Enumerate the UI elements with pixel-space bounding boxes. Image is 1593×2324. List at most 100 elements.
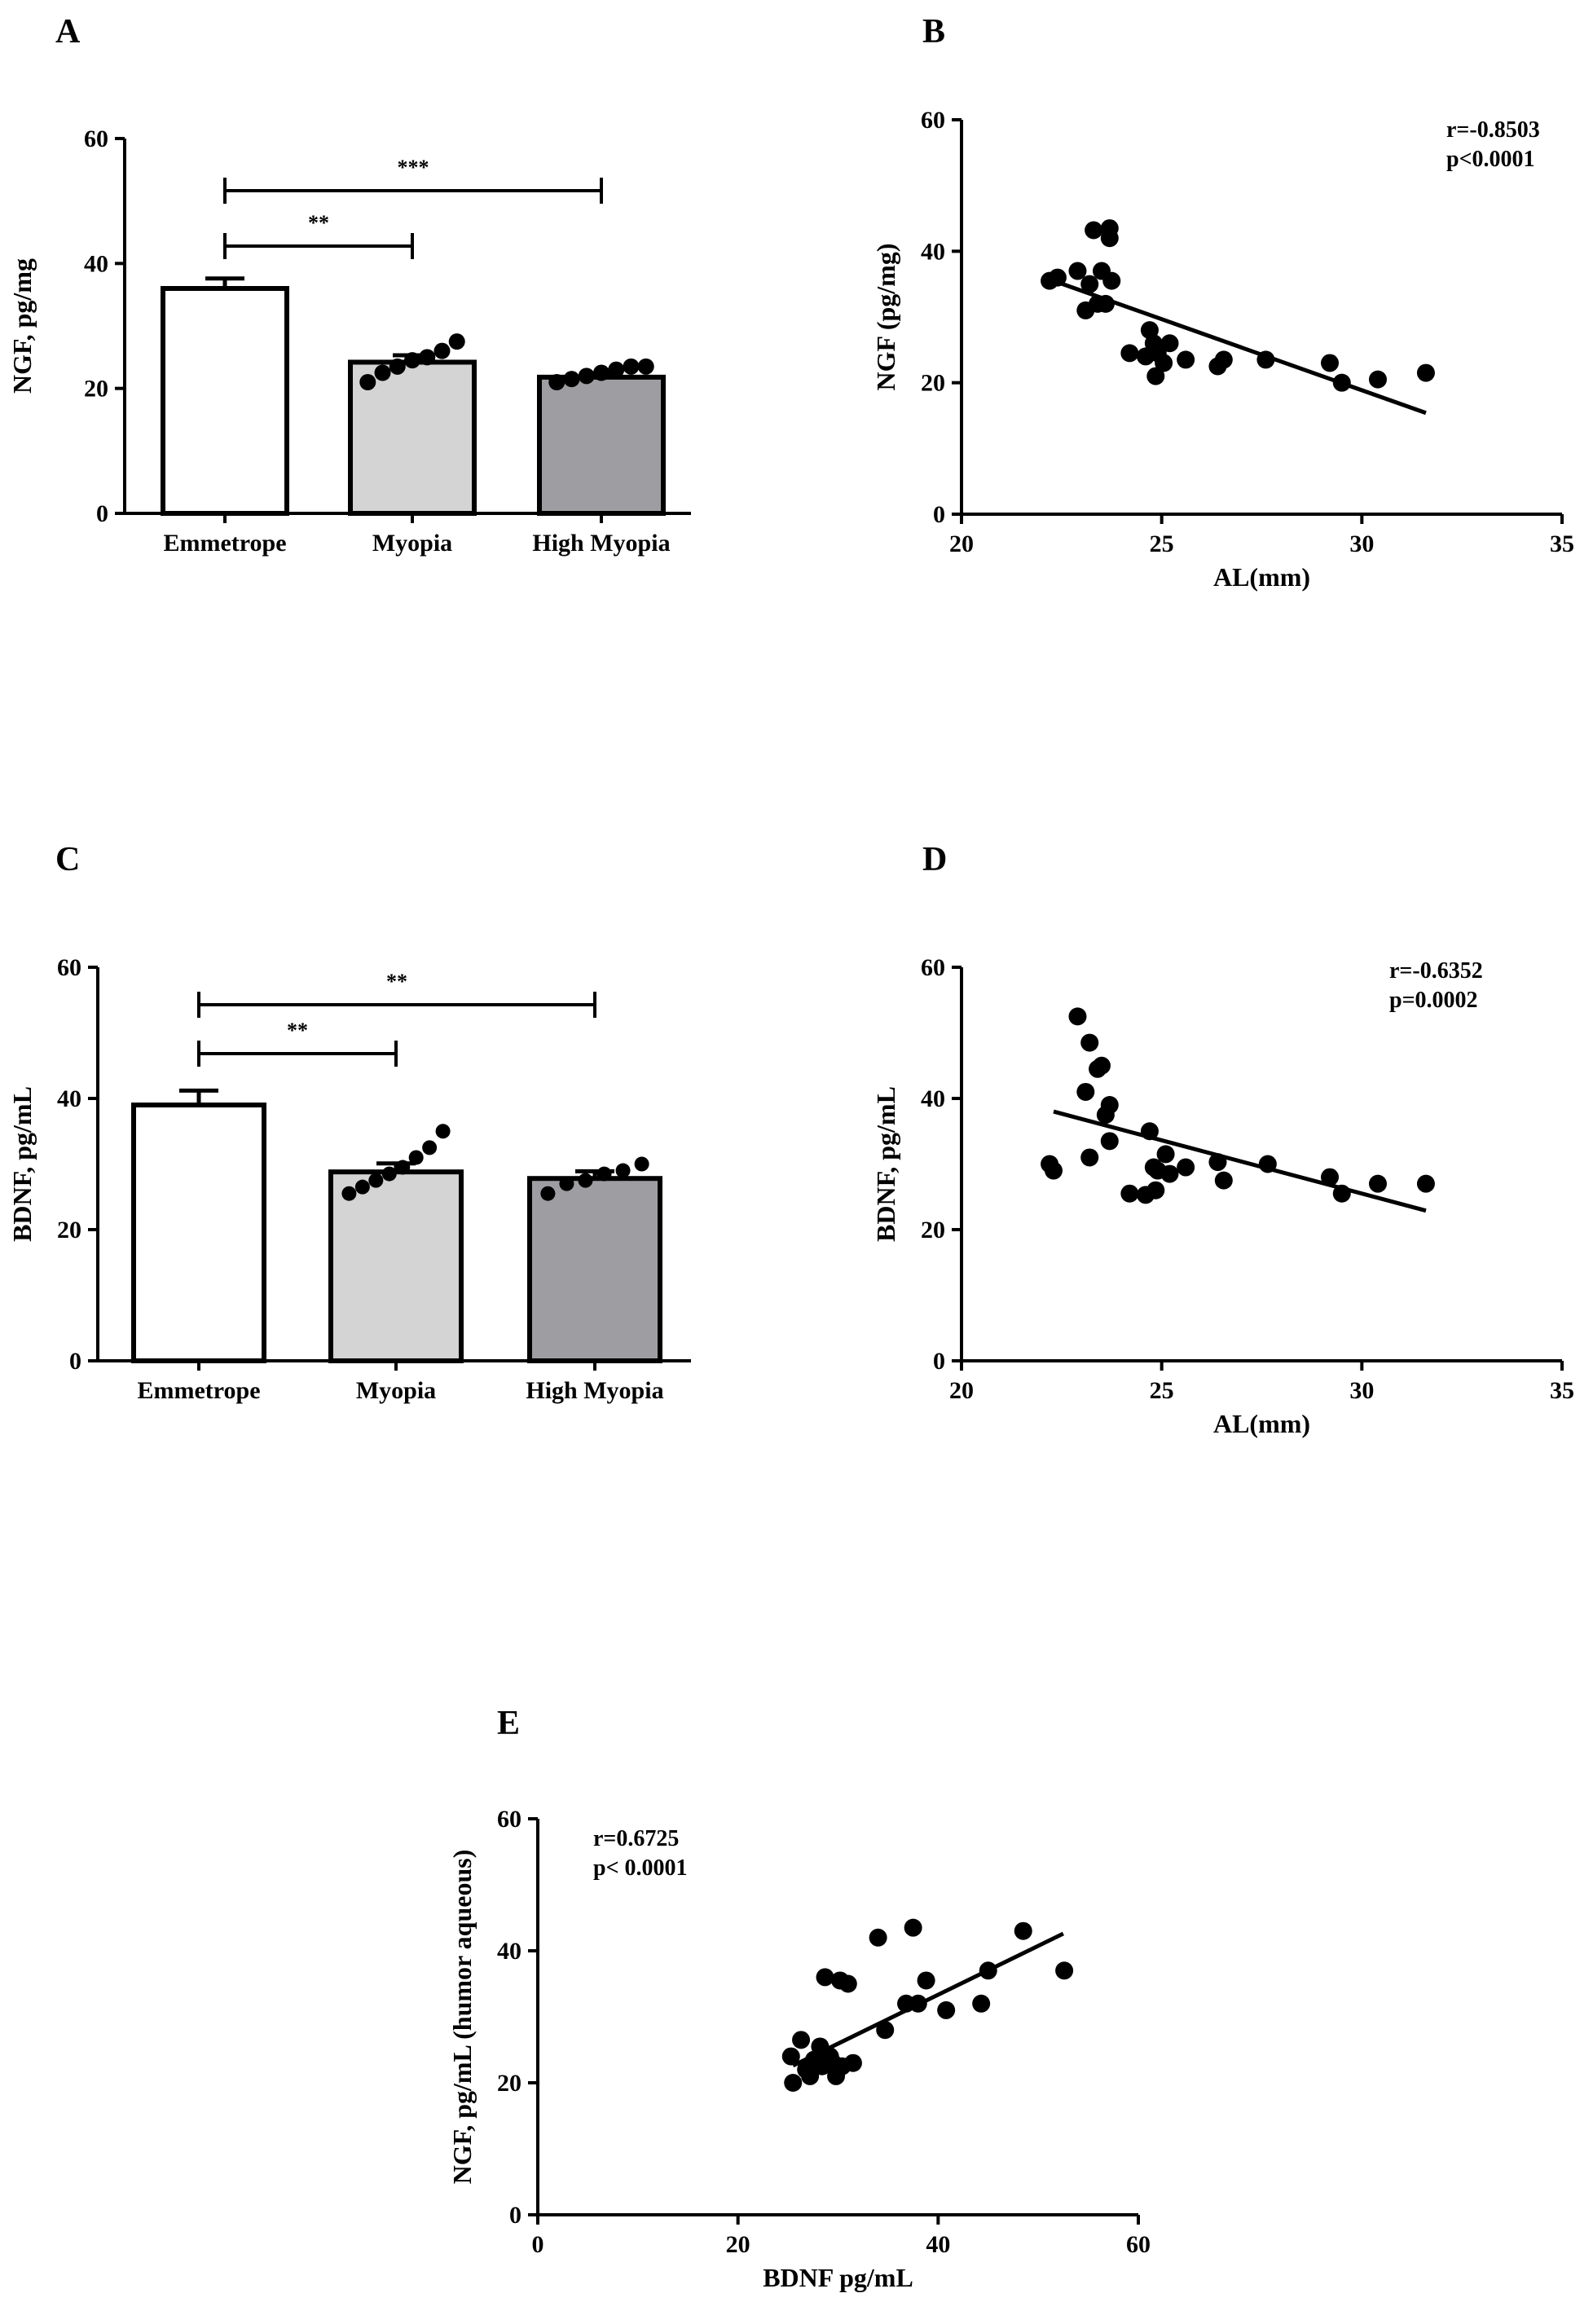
y-tick-label: 20 <box>57 1217 81 1243</box>
data-point <box>341 1186 357 1201</box>
data-point <box>559 1176 574 1191</box>
data-point <box>408 1150 424 1165</box>
regression-line <box>1053 279 1427 416</box>
data-point <box>1076 1082 1095 1101</box>
data-point <box>838 1974 857 1993</box>
correlation-stat: p<0.0001 <box>1446 147 1535 172</box>
data-point <box>593 364 609 381</box>
data-point <box>1080 275 1099 293</box>
panel-letter-e: E <box>497 1705 520 1742</box>
y-tick-label: 20 <box>84 376 108 403</box>
data-point <box>433 342 451 359</box>
data-point <box>608 361 625 378</box>
data-point <box>1092 1056 1111 1075</box>
y-tick-label: 40 <box>497 1938 521 1965</box>
panel-a-bar-chart: 0 20 40 60 NGF, pg/mg Emmetrope Myopia High Myo… <box>7 125 691 557</box>
y-tick-label: 0 <box>69 1348 81 1375</box>
data-point <box>1214 1171 1233 1190</box>
bar-emmetrope <box>131 1103 266 1364</box>
significance-label: ** <box>308 211 329 235</box>
correlation-stat: p< 0.0001 <box>593 1855 688 1881</box>
significance-label: ** <box>287 1019 308 1042</box>
x-tick-label: Myopia <box>372 530 452 557</box>
y-tick-label: 60 <box>921 954 945 981</box>
y-tick-label: 60 <box>84 125 108 152</box>
bar-emmetrope <box>161 286 289 516</box>
x-tick-label: 0 <box>532 2231 544 2258</box>
x-tick-label: 40 <box>926 2231 950 2258</box>
regression-line <box>792 1931 1064 2068</box>
data-point <box>781 2047 800 2066</box>
data-point <box>389 358 406 375</box>
data-point <box>1068 1007 1087 1026</box>
data-point <box>1368 370 1387 389</box>
x-tick-label: 35 <box>1550 530 1574 557</box>
x-axis-label: AL(mm) <box>1213 562 1310 592</box>
data-point <box>1080 1148 1099 1167</box>
correlation-stat: p=0.0002 <box>1389 988 1478 1013</box>
data-point <box>578 1173 593 1188</box>
data-point <box>1416 363 1435 382</box>
panel-letter-c: C <box>55 841 80 878</box>
y-tick-label: 40 <box>921 238 945 265</box>
data-point <box>623 358 640 375</box>
data-point <box>1045 1161 1063 1180</box>
correlation-stat: r=0.6725 <box>593 1826 679 1851</box>
data-point <box>904 1918 922 1937</box>
data-point <box>1416 1174 1435 1193</box>
x-tick-label: 30 <box>1349 1377 1374 1404</box>
x-tick-label: Emmetrope <box>137 1377 260 1404</box>
data-point <box>1368 1174 1387 1193</box>
x-tick-label: 25 <box>1150 530 1174 557</box>
data-point <box>784 2074 803 2092</box>
y-tick-label: 60 <box>57 954 81 981</box>
data-point <box>578 368 595 385</box>
x-tick-label: 35 <box>1550 1377 1574 1404</box>
data-point <box>1120 1184 1139 1203</box>
y-tick-label: 20 <box>921 370 945 397</box>
x-axis-label: BDNF pg/mL <box>763 2263 913 2292</box>
significance-label: ** <box>386 970 407 993</box>
data-point <box>1177 1158 1195 1177</box>
data-point <box>917 1971 935 1990</box>
x-axis-label: AL(mm) <box>1213 1409 1310 1438</box>
y-tick-label: 0 <box>933 501 945 528</box>
data-point <box>876 2021 895 2040</box>
x-tick-label: 20 <box>726 2231 750 2258</box>
data-point <box>843 2053 862 2072</box>
data-point <box>1085 221 1103 240</box>
significance-label: *** <box>398 156 429 179</box>
x-tick-label: High Myopia <box>532 530 670 557</box>
data-point <box>1102 271 1121 290</box>
data-point <box>1177 350 1195 369</box>
y-tick-label: 40 <box>84 250 108 277</box>
x-tick-label: 20 <box>949 530 974 557</box>
x-tick-label: 20 <box>949 1377 974 1404</box>
data-point <box>1155 354 1173 372</box>
data-point <box>816 1968 834 1987</box>
y-tick-label: 40 <box>57 1085 81 1112</box>
data-point <box>354 1179 370 1195</box>
data-point <box>1156 1145 1175 1164</box>
x-tick-label: 25 <box>1150 1377 1174 1404</box>
y-tick-label: 40 <box>921 1085 945 1112</box>
y-tick-label: 20 <box>497 2070 521 2097</box>
y-tick-label: 20 <box>921 1217 945 1243</box>
data-point <box>615 1163 631 1178</box>
data-point <box>1120 344 1139 363</box>
data-point <box>1160 334 1179 353</box>
y-tick-label: 0 <box>96 500 108 527</box>
data-point <box>1214 350 1233 369</box>
data-point <box>548 374 565 390</box>
data-point <box>972 1994 991 2013</box>
data-point <box>801 2067 820 2085</box>
x-tick-label: 30 <box>1349 530 1374 557</box>
data-point <box>1160 1164 1179 1183</box>
panel-letter-b: B <box>922 13 945 51</box>
data-point <box>540 1186 556 1201</box>
data-point <box>637 358 654 375</box>
data-point <box>368 1173 384 1188</box>
data-point <box>937 2000 956 2019</box>
